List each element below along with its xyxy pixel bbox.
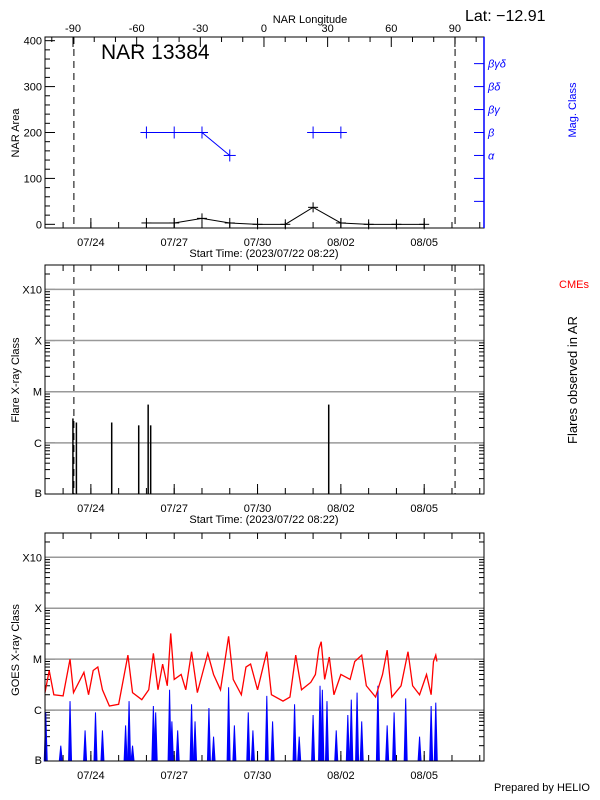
mag-class-tick-label: βδ (487, 82, 501, 94)
y-tick-label: B (35, 488, 42, 500)
panel3-frame (44, 532, 485, 762)
panel1-frame (44, 36, 485, 229)
goes-short-spike (359, 721, 364, 762)
goes-short-spike (385, 725, 390, 762)
goes-short-spike (250, 730, 255, 762)
y-tick-label: 0 (36, 219, 42, 231)
longitude-tick-label: 90 (449, 23, 461, 35)
goes-short-spike (153, 712, 158, 762)
goes-long-line (44, 633, 438, 707)
goes-short-spike (292, 704, 297, 762)
longitude-tick-label: -30 (192, 23, 208, 35)
goes-short-spike (375, 685, 380, 762)
x-tick-label: 08/02 (327, 503, 355, 515)
longitude-tick-label: 0 (261, 23, 267, 35)
longitude-tick-label: -90 (65, 23, 81, 35)
goes-short-spike (246, 712, 251, 762)
goes-short-spike (123, 725, 128, 762)
x-tick-label: 08/05 (410, 237, 438, 249)
goes-short-spike (226, 687, 231, 762)
goes-short-spike (264, 695, 269, 762)
x-tick-label: 07/24 (77, 503, 105, 515)
x-tick-label: 07/27 (160, 503, 188, 515)
y-tick-label: 200 (24, 128, 42, 140)
longitude-tick-label: 60 (385, 23, 397, 35)
mag-class-line (146, 132, 231, 156)
x-tick-label: 08/05 (410, 770, 438, 782)
y-tick-label: 100 (24, 173, 42, 185)
y-tick-label: X (35, 336, 43, 348)
prepared-by-label: Prepared by HELIO (494, 782, 590, 794)
mag-class-tick-label: βγδ (487, 59, 507, 71)
y-tick-label: M (33, 654, 42, 666)
panel2-xlabel: Start Time: (2023/07/22 08:22) (189, 514, 338, 526)
y-tick-label: X10 (22, 284, 42, 296)
goes-short-spike (58, 745, 63, 762)
goes-short-spike (355, 692, 360, 762)
mag-class-axis-title: Mag. Class (567, 82, 579, 138)
y-tick-label: C (34, 705, 42, 717)
goes-short-spike (345, 714, 350, 762)
goes-short-spike (211, 736, 216, 762)
x-tick-label: 07/30 (244, 503, 272, 515)
goes-short-spike (100, 730, 105, 762)
goes-short-spike (270, 721, 275, 762)
goes-short-spike (206, 707, 211, 762)
goes-short-spike (417, 736, 422, 762)
y-tick-label: M (33, 387, 42, 399)
y-tick-label: X10 (22, 552, 42, 564)
x-tick-label: 07/27 (160, 770, 188, 782)
y-tick-label: 400 (24, 36, 42, 48)
y-tick-label: C (34, 438, 42, 450)
goes-short-spike (403, 698, 408, 762)
y-tick-label: B (35, 755, 42, 767)
goes-short-spike (392, 712, 397, 762)
goes-short-spike (320, 689, 325, 762)
panel1-xlabel: Start Time: (2023/07/22 08:22) (189, 248, 338, 260)
goes-short-spike (429, 706, 434, 762)
y-tick-label: 300 (24, 82, 42, 94)
mag-class-tick-label: α (488, 150, 495, 162)
x-tick-label: 07/30 (244, 770, 272, 782)
area-axis-title: NAR Area (10, 108, 22, 158)
longitude-tick-label: -60 (129, 23, 145, 35)
x-tick-label: 07/24 (77, 237, 105, 249)
x-tick-label: 08/02 (327, 237, 355, 249)
goes-short-spike (189, 704, 194, 762)
longitude-axis-title: NAR Longitude (273, 14, 348, 26)
goes-short-spike (311, 714, 316, 762)
panel2-frame (44, 264, 485, 495)
goes-short-spike (334, 730, 339, 762)
goes-class-axis-title: GOES X-ray Class (10, 604, 22, 696)
cmes-legend: CMEs (559, 279, 589, 291)
goes-short-spike (433, 702, 438, 762)
goes-short-spike (232, 725, 237, 762)
latitude-label: Lat: −12.91 (465, 8, 546, 25)
y-tick-label: X (35, 603, 43, 615)
goes-short-spike (297, 736, 302, 762)
goes-short-spike (193, 721, 198, 762)
longitude-tick-label: 30 (321, 23, 333, 35)
region-title: NAR 13384 (101, 41, 210, 64)
x-tick-label: 07/27 (160, 237, 188, 249)
goes-short-spike (130, 745, 135, 762)
flare-class-axis-title: Flare X-ray Class (10, 337, 22, 422)
flares-observed-axis-title: Flares observed in AR (565, 316, 580, 444)
mag-class-tick-label: βγ (487, 105, 501, 117)
x-tick-label: 07/24 (77, 770, 105, 782)
goes-short-spike (349, 699, 354, 762)
x-tick-label: 08/02 (327, 770, 355, 782)
goes-short-spike (83, 730, 88, 762)
x-tick-label: 08/05 (410, 503, 438, 515)
goes-short-spike (175, 730, 180, 762)
mag-class-tick-label: β (487, 128, 495, 140)
x-tick-label: 07/30 (244, 237, 272, 249)
goes-short-spike (93, 712, 98, 762)
